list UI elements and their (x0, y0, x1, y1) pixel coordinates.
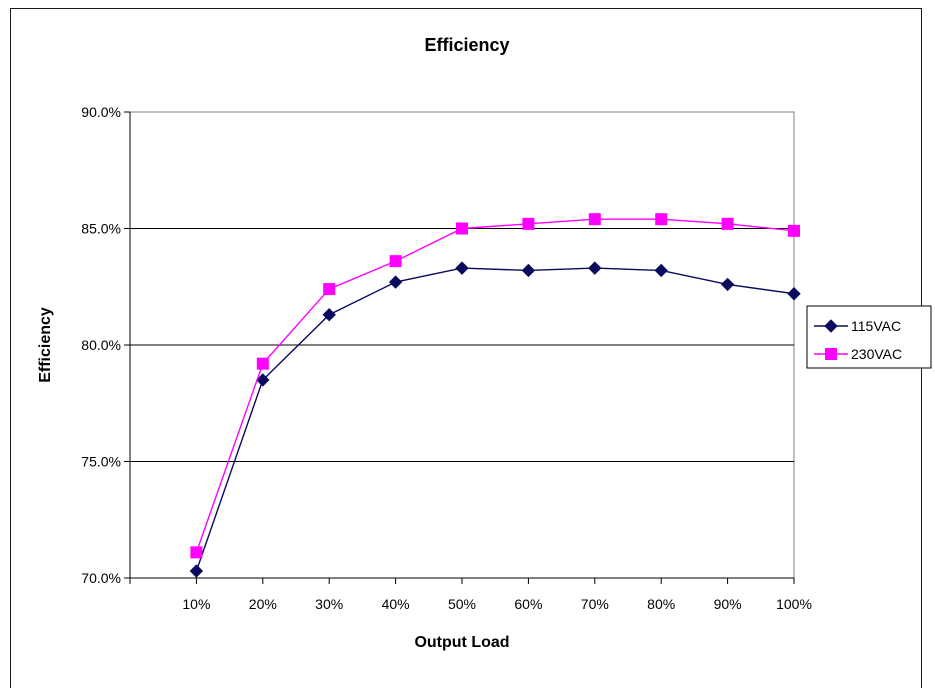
data-point (256, 373, 270, 387)
data-point (588, 261, 602, 275)
y-axis-label: Efficiency (37, 307, 54, 383)
data-point (788, 224, 800, 237)
x-tick-label: 30% (315, 596, 343, 612)
x-tick-label: 20% (249, 596, 277, 612)
x-tick-label: 50% (448, 596, 476, 612)
series-layer (189, 213, 801, 578)
legend-marker (824, 319, 838, 333)
legend-label: 230VAC (851, 346, 902, 362)
data-point (522, 217, 535, 230)
x-tick-label: 40% (382, 596, 410, 612)
series-230VAC (190, 213, 800, 559)
legend-label: 115VAC (851, 318, 901, 334)
data-point (720, 277, 735, 292)
data-point (588, 213, 601, 226)
y-tick-label: 75.0% (81, 454, 121, 470)
y-tick-label: 80.0% (81, 337, 121, 353)
data-point (189, 564, 204, 578)
legend-item: 115VAC (814, 318, 901, 334)
efficiency-chart: Efficiency 70.0% 75.0% 80.0% 85.0% 90.0% 10%… (37, 35, 932, 651)
series-line (195, 267, 795, 572)
x-axis-ticks: 10% 20% 30% 40% 50% 60% 70% 80% 90% 100% (129, 578, 812, 612)
y-tick-label: 70.0% (81, 570, 121, 586)
x-tick-label: 80% (647, 596, 675, 612)
data-point (389, 255, 402, 268)
x-tick-label: 70% (581, 596, 609, 612)
x-tick-label: 90% (714, 596, 742, 612)
data-point (190, 546, 203, 559)
x-tick-label: 10% (182, 596, 210, 612)
legend: 115VAC 230VAC (806, 305, 932, 369)
series-line (195, 218, 795, 553)
data-point (323, 283, 336, 296)
data-point (654, 263, 668, 278)
y-tick-label: 90.0% (81, 104, 121, 120)
data-point (322, 308, 336, 322)
data-point (456, 222, 468, 235)
data-point (455, 261, 469, 275)
data-point (787, 287, 801, 301)
x-axis-label: Output Load (414, 634, 509, 651)
series-115VAC (189, 261, 801, 578)
data-point (655, 213, 668, 226)
chart-title: Efficiency (424, 35, 509, 55)
legend-item: 230VAC (814, 346, 902, 362)
data-point (256, 357, 269, 370)
data-point (388, 275, 403, 289)
legend-marker (825, 348, 837, 360)
y-tick-label: 85.0% (81, 221, 121, 237)
data-point (521, 263, 536, 278)
x-tick-label: 60% (514, 596, 542, 612)
x-tick-label: 100% (776, 596, 812, 612)
data-point (721, 217, 734, 230)
